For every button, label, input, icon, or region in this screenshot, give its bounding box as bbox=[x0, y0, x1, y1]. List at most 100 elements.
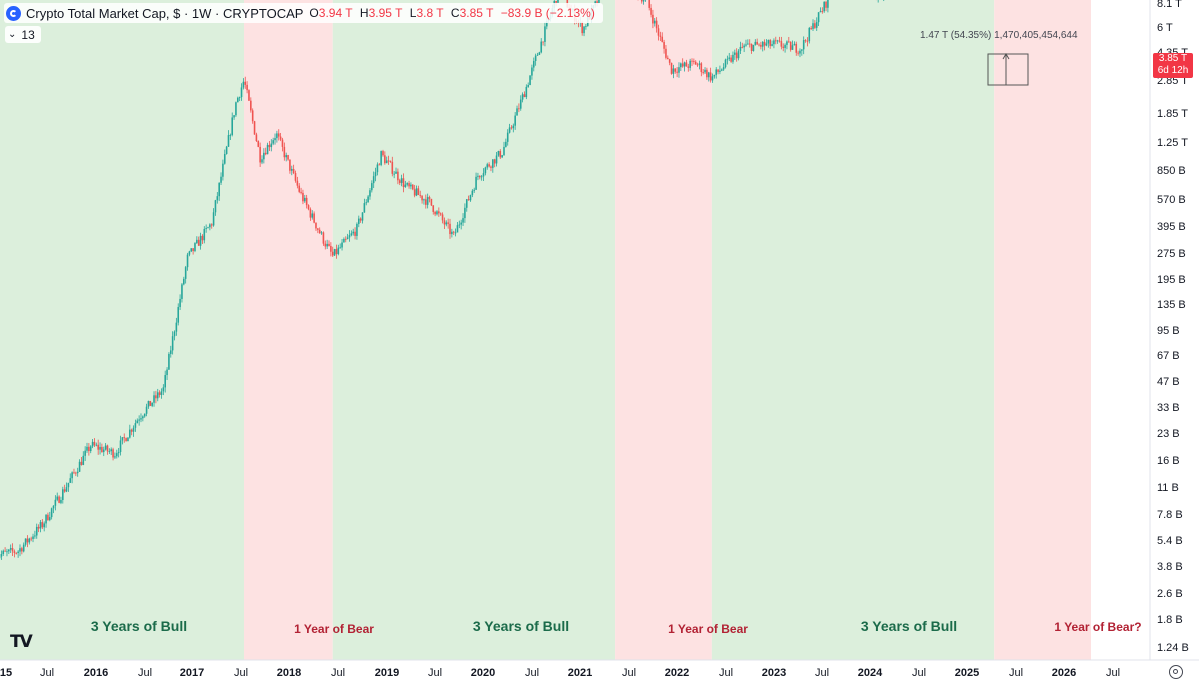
candle bbox=[398, 178, 401, 186]
candle-body bbox=[761, 41, 764, 47]
candle bbox=[687, 63, 690, 72]
candle bbox=[510, 125, 513, 130]
candle bbox=[493, 158, 496, 168]
candle-body bbox=[238, 97, 241, 98]
candle-body bbox=[557, 0, 559, 3]
candle-body bbox=[542, 41, 544, 43]
candle-body bbox=[225, 146, 228, 155]
candle bbox=[384, 151, 386, 165]
candle bbox=[709, 67, 712, 83]
candle-body bbox=[127, 437, 129, 442]
candle-body bbox=[13, 551, 16, 553]
candle bbox=[426, 193, 429, 209]
indicator-toggle[interactable]: ⌄ 13 bbox=[5, 26, 41, 43]
candle-body bbox=[460, 222, 462, 225]
candle bbox=[328, 240, 330, 247]
candle bbox=[119, 435, 122, 456]
candle-body bbox=[387, 160, 390, 162]
time-tick-label: Jul bbox=[1009, 667, 1023, 679]
candle-body bbox=[302, 192, 304, 202]
candle bbox=[883, 0, 885, 2]
candle bbox=[529, 75, 531, 86]
candle bbox=[277, 129, 280, 141]
candle-body bbox=[372, 176, 375, 184]
candle bbox=[218, 182, 220, 201]
time-tick-label: 2018 bbox=[277, 667, 301, 679]
candle bbox=[238, 96, 241, 102]
candle-body bbox=[168, 353, 170, 370]
candle bbox=[410, 182, 412, 190]
symbol-title[interactable]: Crypto Total Market Cap, $ · 1W · CRYPTO… bbox=[26, 5, 304, 21]
time-axis[interactable]: 15 Jul 2016 Jul 2017 Jul 2018 Jul 2019 Jul 2020 Jul… bbox=[0, 667, 1120, 679]
candle bbox=[471, 189, 474, 198]
candle-body bbox=[657, 28, 660, 36]
candle bbox=[812, 19, 814, 32]
candle-body bbox=[138, 419, 140, 421]
candle bbox=[372, 171, 375, 189]
candle bbox=[676, 67, 678, 78]
cycle-zones bbox=[0, 0, 1091, 660]
candle bbox=[581, 20, 583, 36]
candle-body bbox=[667, 57, 669, 60]
candle-body bbox=[497, 151, 500, 156]
candle bbox=[45, 514, 47, 528]
candle-body bbox=[50, 508, 53, 518]
crypto-logo-icon bbox=[6, 5, 21, 21]
candle bbox=[339, 243, 341, 249]
candle-body bbox=[819, 11, 822, 13]
candle bbox=[52, 505, 55, 514]
candle-body bbox=[454, 232, 457, 234]
tradingview-logo-icon[interactable]: TV bbox=[10, 632, 33, 652]
candle-body bbox=[60, 499, 62, 503]
measure-tool bbox=[987, 53, 1029, 86]
candle-body bbox=[352, 231, 355, 234]
candle-body bbox=[322, 232, 325, 244]
candle-body bbox=[73, 472, 75, 474]
candle bbox=[41, 519, 44, 530]
candle bbox=[292, 164, 295, 175]
zone-bull-0 bbox=[0, 0, 244, 660]
candle bbox=[50, 507, 53, 520]
candle-body bbox=[145, 406, 148, 414]
candle-body bbox=[220, 176, 222, 183]
candle bbox=[655, 17, 658, 33]
candle-body bbox=[523, 94, 526, 98]
candle bbox=[171, 331, 174, 355]
candle-body bbox=[478, 175, 481, 178]
candle-body bbox=[125, 438, 127, 442]
candle-body bbox=[694, 61, 697, 65]
candle bbox=[648, 0, 650, 11]
candle-body bbox=[778, 40, 781, 42]
candle bbox=[88, 443, 90, 456]
settings-icon[interactable] bbox=[1169, 665, 1183, 679]
candle bbox=[642, 0, 645, 5]
candle-body bbox=[475, 176, 477, 190]
candle bbox=[257, 140, 260, 148]
candle bbox=[674, 68, 677, 74]
candle bbox=[486, 162, 489, 170]
candle-body bbox=[197, 239, 200, 246]
candle-body bbox=[337, 247, 340, 255]
candle bbox=[313, 211, 315, 224]
candle-body bbox=[179, 298, 181, 308]
time-tick-label: Jul bbox=[912, 667, 926, 679]
candle-body bbox=[173, 331, 176, 337]
candle bbox=[400, 174, 403, 187]
candle-body bbox=[484, 167, 487, 174]
candle bbox=[793, 41, 796, 46]
candle-body bbox=[108, 451, 111, 452]
candle bbox=[464, 203, 466, 223]
candle bbox=[741, 42, 744, 49]
candle-body bbox=[242, 81, 245, 88]
candle-body bbox=[212, 212, 215, 226]
candle-body bbox=[289, 159, 291, 171]
candle-body bbox=[209, 224, 211, 228]
zone-bull-4 bbox=[711, 0, 995, 660]
candle bbox=[527, 82, 529, 88]
candle-body bbox=[328, 243, 330, 246]
candle bbox=[441, 212, 444, 224]
candle-body bbox=[425, 199, 427, 205]
candle-body bbox=[317, 228, 319, 230]
